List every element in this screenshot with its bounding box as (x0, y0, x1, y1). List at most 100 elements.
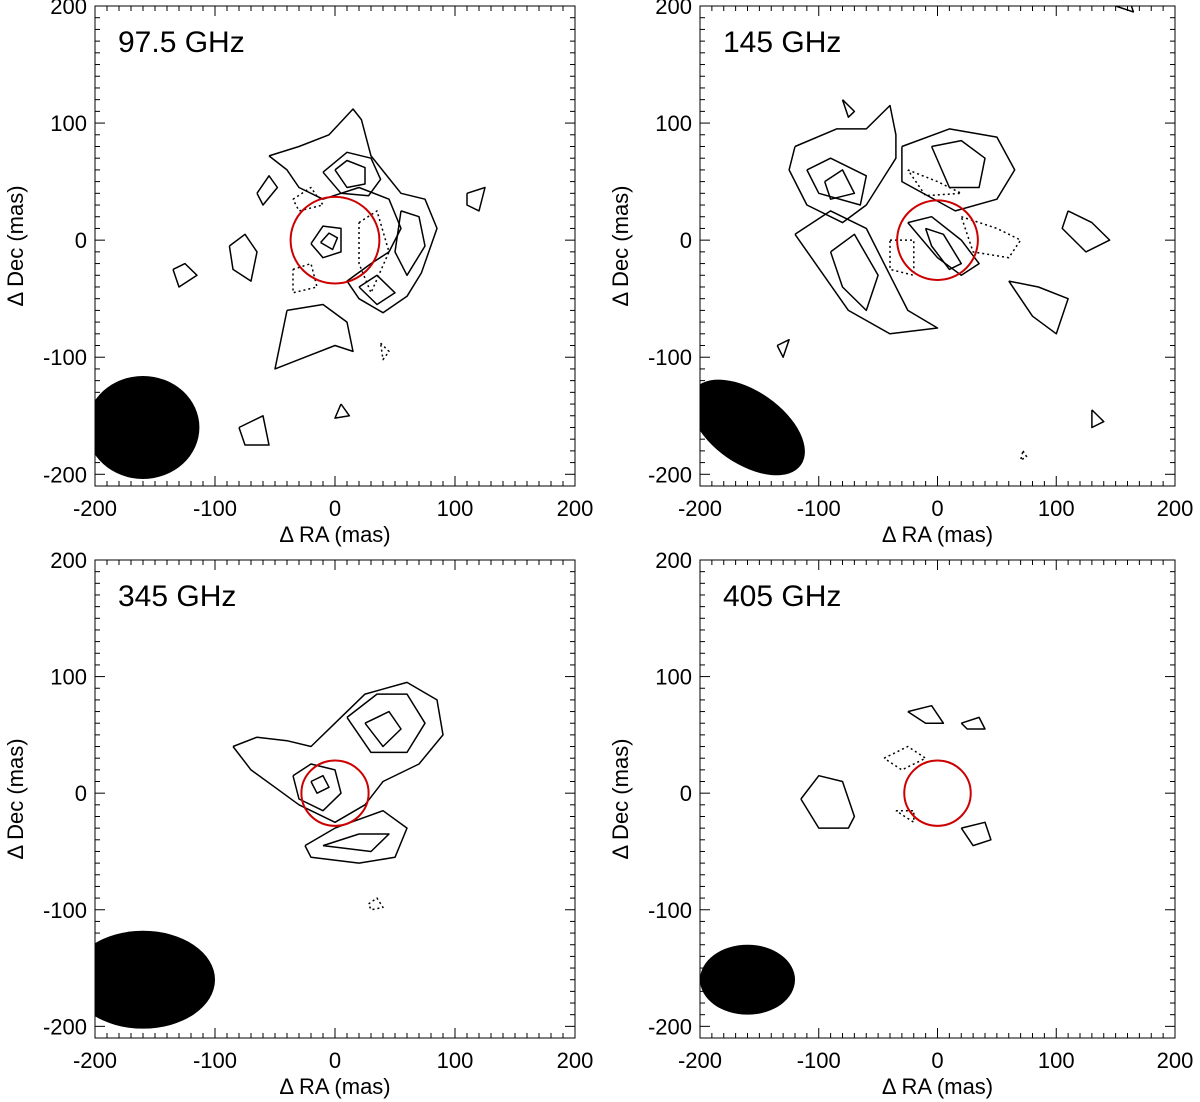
positive-contour (466, 186, 486, 212)
x-tick-label: 100 (437, 496, 474, 521)
y-axis-label: Δ Dec (mas) (3, 185, 28, 306)
beam-ellipse (95, 375, 200, 479)
y-tick-label: -200 (648, 462, 692, 487)
positive-contour (334, 159, 366, 189)
beam-ellipse (700, 944, 795, 1015)
y-tick-label: -200 (43, 1014, 87, 1039)
y-axis-label: Δ Dec (mas) (608, 185, 633, 306)
x-tick-label: 200 (1157, 496, 1194, 521)
positive-contour (232, 681, 444, 824)
negative-contour (1019, 450, 1028, 461)
positive-contour (829, 233, 879, 312)
negative-contour (379, 342, 390, 361)
panel-1: -200 -100 0 100 200 200 100 0 -100 -200 Δ RA (mas)… (3, 0, 593, 547)
y-tick-label: 100 (655, 111, 692, 136)
x-tick-label: -100 (193, 496, 237, 521)
reference-circle (289, 195, 381, 285)
negative-contour (292, 262, 318, 294)
x-tick-label: 0 (931, 496, 943, 521)
positive-contour (788, 104, 897, 224)
positive-contour (907, 215, 980, 277)
positive-contour (358, 274, 396, 306)
x-tick-label: 100 (437, 1048, 474, 1073)
y-tick-label: -100 (43, 345, 87, 370)
y-tick-label: 200 (655, 0, 692, 19)
x-axis-label: Δ RA (mas) (279, 1074, 390, 1099)
negative-contour (292, 186, 324, 212)
x-tick-label: -200 (678, 1048, 722, 1073)
positive-contour (292, 763, 342, 812)
x-tick-label: -100 (193, 1048, 237, 1073)
reference-circle (300, 759, 370, 827)
y-tick-label: 100 (50, 665, 87, 690)
y-tick-label: 100 (655, 665, 692, 690)
y-tick-label: 0 (75, 228, 87, 253)
positive-contour (806, 157, 868, 206)
positive-contour (346, 693, 426, 754)
x-tick-label: 100 (1038, 496, 1075, 521)
panel-2: -200 -100 0 100 200 200 100 0 -100 -200 Δ RA (mas)… (608, 0, 1193, 547)
negative-contour (907, 169, 963, 197)
positive-contour (172, 262, 198, 288)
positive-contour (776, 338, 790, 358)
y-tick-label: -100 (648, 345, 692, 370)
x-tick-label: 100 (1038, 1048, 1075, 1073)
positive-contour (794, 210, 939, 335)
negative-contour (889, 239, 915, 277)
y-tick-label: 0 (680, 781, 692, 806)
x-tick-label: -100 (797, 1048, 841, 1073)
positive-contour (322, 151, 382, 197)
beam-ellipse (95, 930, 215, 1029)
positive-contour (1091, 409, 1105, 429)
x-tick-label: 200 (557, 496, 594, 521)
panel-4: -200 -100 0 100 200 200 100 0 -100 -200 Δ RA (mas)… (608, 548, 1193, 1099)
negative-contour (358, 210, 390, 294)
positive-contour (1008, 280, 1069, 335)
positive-contour (238, 415, 270, 446)
y-tick-label: 200 (655, 548, 692, 573)
y-tick-label: 200 (50, 0, 87, 19)
positive-contour (960, 716, 986, 730)
y-axis-label: Δ Dec (mas) (608, 738, 633, 859)
x-tick-label: 200 (1157, 1048, 1194, 1073)
reference-circle (896, 199, 979, 281)
x-tick-label: 0 (931, 1048, 943, 1073)
y-axis-label: Δ Dec (mas) (3, 738, 28, 859)
y-tick-label: 200 (50, 548, 87, 573)
positive-contour (960, 821, 992, 847)
positive-contour (1115, 6, 1135, 13)
negative-contour (960, 215, 1022, 259)
positive-contour (310, 225, 342, 259)
x-axis-label: Δ RA (mas) (882, 522, 993, 547)
positive-contour (310, 774, 330, 794)
panel-title: 97.5 GHz (118, 26, 245, 59)
positive-contour (394, 210, 426, 277)
negative-contour (367, 897, 384, 911)
positive-contour (334, 403, 351, 419)
negative-contour (883, 745, 927, 771)
beam-ellipse (700, 379, 805, 476)
positive-contour (924, 227, 963, 271)
y-tick-label: -100 (648, 898, 692, 923)
positive-contour (322, 833, 390, 853)
x-tick-label: 200 (557, 1048, 594, 1073)
positive-contour (901, 128, 1016, 212)
y-tick-label: 0 (680, 228, 692, 253)
positive-contour (907, 704, 945, 724)
positive-contour (841, 99, 856, 118)
positive-contour (320, 232, 339, 251)
positive-contour (256, 175, 279, 206)
positive-contour (800, 774, 856, 829)
plot-area (700, 6, 1135, 476)
positive-contour (930, 139, 986, 189)
positive-contour (1061, 210, 1111, 253)
panel-title: 405 GHz (723, 580, 841, 613)
panel-3: -200 -100 0 100 200 200 100 0 -100 -200 Δ RA (mas)… (3, 548, 593, 1099)
y-tick-label: 0 (75, 781, 87, 806)
x-tick-label: -200 (73, 496, 117, 521)
y-tick-label: -200 (648, 1014, 692, 1039)
positive-contour (268, 108, 438, 314)
x-tick-label: -100 (797, 496, 841, 521)
panel-title: 145 GHz (723, 26, 841, 59)
